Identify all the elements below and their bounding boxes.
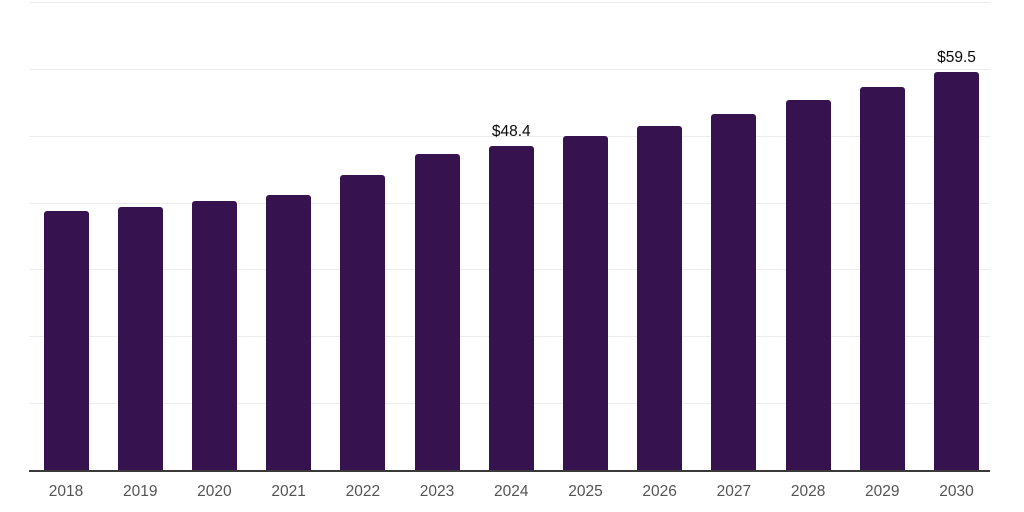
- gridline-y-60: [29, 68, 990, 70]
- data-label-2024: $48.4: [491, 123, 531, 141]
- x-tick-label-2020: 2020: [197, 483, 232, 500]
- bar-2019: [117, 206, 163, 470]
- bar-2021: [266, 195, 312, 470]
- bar-2030: [934, 72, 979, 470]
- x-tick-label-2023: 2023: [419, 483, 455, 500]
- x-tick-label-2018: 2018: [48, 483, 84, 500]
- x-axis-line: [29, 470, 990, 472]
- bar-2020: [191, 201, 237, 470]
- gridline-y-70: [29, 2, 990, 3]
- data-label-2030: $59.5: [937, 49, 976, 67]
- bar-2027: [711, 113, 757, 470]
- x-tick-label-2025: 2025: [568, 483, 603, 500]
- bar-2023: [414, 154, 460, 470]
- bar-2018: [43, 211, 89, 470]
- bar-2028: [785, 100, 831, 470]
- bar-2024: [488, 146, 534, 470]
- x-tick-label-2028: 2028: [790, 483, 826, 500]
- x-tick-label-2022: 2022: [345, 483, 381, 500]
- bar-2022: [340, 174, 386, 470]
- bar-2026: [637, 125, 683, 470]
- bar-2029: [859, 86, 905, 470]
- x-tick-label-2021: 2021: [271, 483, 306, 500]
- x-tick-label-2024: 2024: [494, 483, 529, 500]
- x-tick-label-2027: 2027: [716, 483, 752, 500]
- x-tick-label-2030: 2030: [939, 483, 974, 500]
- x-tick-label-2026: 2026: [642, 483, 677, 500]
- plot-area: $48.4 $59.5: [29, 2, 990, 472]
- x-tick-label-2029: 2029: [865, 483, 900, 500]
- gridline-y-50: [29, 135, 990, 137]
- bar-2025: [562, 135, 608, 470]
- x-tick-label-2019: 2019: [122, 483, 158, 500]
